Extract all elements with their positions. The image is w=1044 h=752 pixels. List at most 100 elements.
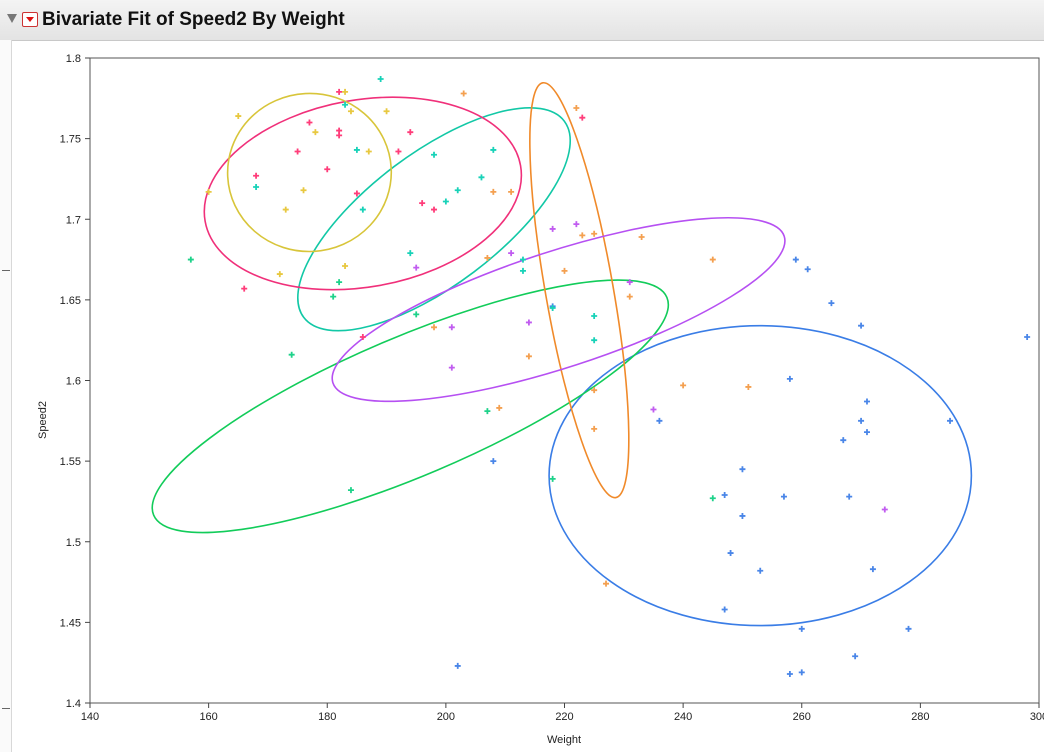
data-point (525, 353, 532, 360)
data-point (739, 512, 746, 519)
data-point (496, 404, 503, 411)
disclosure-triangle-icon[interactable] (7, 14, 17, 23)
data-point (656, 417, 663, 424)
data-point (603, 580, 610, 587)
data-point (353, 146, 360, 153)
y-tick-label: 1.55 (60, 456, 81, 468)
data-point (881, 506, 888, 513)
y-tick-label: 1.65 (60, 295, 81, 307)
data-point (342, 101, 349, 108)
data-point (431, 151, 438, 158)
data-point (638, 233, 645, 240)
data-point (591, 230, 598, 237)
data-point (709, 495, 716, 502)
data-point (288, 351, 295, 358)
y-tick-label: 1.6 (66, 376, 81, 388)
data-point (342, 263, 349, 270)
data-point (727, 550, 734, 557)
data-point (359, 333, 366, 340)
gutter-tick (2, 270, 10, 271)
data-point (757, 567, 764, 574)
data-point (413, 264, 420, 271)
y-tick-label: 1.5 (66, 537, 81, 549)
x-tick-label: 240 (674, 711, 692, 723)
data-point (549, 475, 556, 482)
density-ellipses (151, 81, 973, 627)
data-point (359, 206, 366, 213)
red-triangle-menu-icon[interactable] (22, 12, 38, 27)
data-point (852, 653, 859, 660)
y-tick-label: 1.45 (60, 617, 81, 629)
x-axis-label: Weight (547, 734, 581, 746)
density-ellipse-7 (331, 216, 786, 403)
data-point (561, 267, 568, 274)
data-point (336, 127, 343, 134)
gutter-tick (2, 708, 10, 709)
data-point (407, 250, 414, 257)
bivariate-scatter-plot: 140160180200220240260280300 1.41.451.51.… (37, 53, 1044, 746)
data-point (828, 300, 835, 307)
x-tick-label: 300 (1030, 711, 1044, 723)
x-tick-label: 160 (199, 711, 217, 723)
data-point (798, 669, 805, 676)
x-tick-label: 260 (793, 711, 811, 723)
data-point (905, 625, 912, 632)
data-point (840, 437, 847, 444)
density-ellipse-2 (151, 279, 670, 534)
data-point (549, 304, 556, 311)
data-point (863, 398, 870, 405)
data-point (253, 172, 260, 179)
data-point (591, 313, 598, 319)
data-point (419, 200, 426, 207)
data-point (253, 184, 260, 190)
report-title: Bivariate Fit of Speed2 By Weight (42, 9, 345, 30)
data-point (846, 493, 853, 500)
y-tick-label: 1.75 (60, 134, 81, 146)
data-point (858, 417, 865, 424)
data-point (454, 662, 461, 669)
x-tick-label: 280 (911, 711, 929, 723)
data-point (869, 566, 876, 573)
data-point (549, 225, 556, 232)
data-point (525, 319, 532, 326)
data-point (448, 364, 455, 371)
density-ellipse-3 (297, 106, 572, 332)
data-point (383, 108, 390, 115)
data-point (235, 113, 242, 120)
data-point (626, 279, 633, 286)
data-point (680, 382, 687, 389)
data-point (395, 148, 402, 155)
y-axis-label: Speed2 (37, 401, 49, 439)
data-point (591, 387, 598, 394)
data-point (792, 256, 799, 263)
data-point (798, 625, 805, 632)
data-point (709, 256, 716, 263)
data-point (591, 337, 598, 344)
data-point (336, 88, 343, 95)
data-point (431, 324, 438, 331)
data-point (804, 266, 811, 273)
x-tick-label: 140 (81, 711, 99, 723)
data-point (431, 206, 438, 213)
data-point (780, 493, 787, 500)
data-point (1024, 333, 1031, 340)
density-ellipse-1 (548, 324, 973, 627)
data-point (490, 146, 497, 153)
data-point (187, 256, 194, 263)
data-point (205, 188, 212, 195)
data-point (626, 293, 633, 300)
data-point (407, 129, 414, 136)
data-point (490, 458, 497, 465)
data-point (519, 267, 526, 274)
data-point (241, 285, 248, 292)
data-point (508, 250, 515, 257)
data-points (187, 75, 1031, 677)
data-point (300, 187, 307, 194)
data-point (484, 408, 491, 415)
data-point (347, 487, 354, 494)
data-point (353, 190, 360, 197)
data-point (448, 324, 455, 331)
data-point (377, 75, 384, 82)
data-point (579, 232, 586, 239)
x-tick-label: 220 (555, 711, 573, 723)
